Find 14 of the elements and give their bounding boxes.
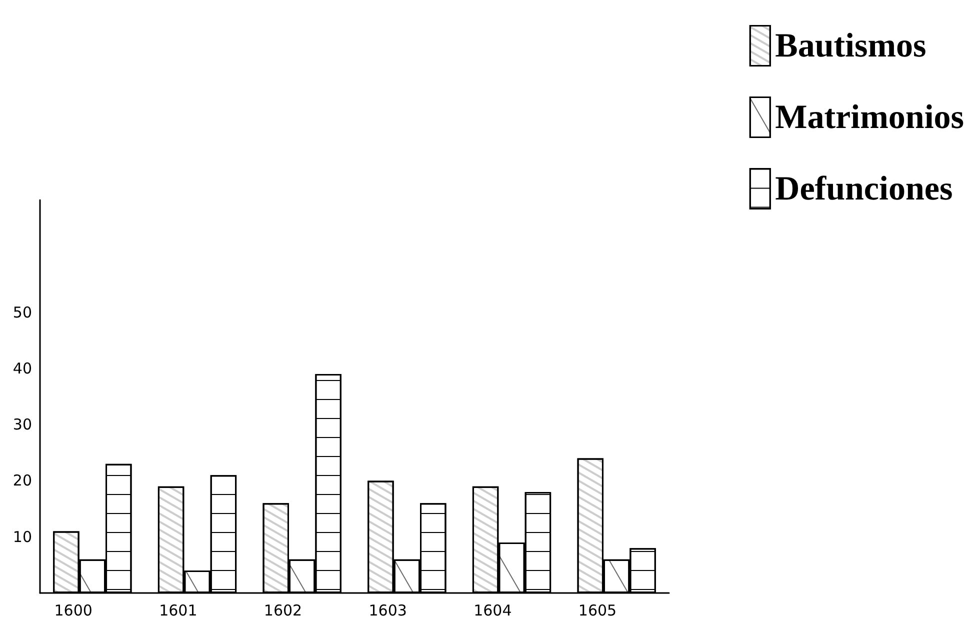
y-tick-label: 10 <box>12 528 32 546</box>
x-tick-label: 1600 <box>54 602 92 620</box>
y-tick-label: 50 <box>12 303 32 322</box>
legend-label: Bautismos <box>775 27 926 64</box>
legend-label: Defunciones <box>775 170 953 208</box>
x-tick-label: 1603 <box>368 602 407 620</box>
x-tick-label: 1605 <box>578 602 617 620</box>
y-tick-label: 30 <box>12 416 32 434</box>
legend-label: Matrimonios <box>775 98 964 136</box>
x-tick-label: 1604 <box>474 602 512 620</box>
x-tick-label: 1602 <box>264 602 302 620</box>
y-tick-label: 40 <box>12 359 32 378</box>
x-tick-label: 1601 <box>159 602 198 620</box>
y-tick-label: 20 <box>12 472 32 490</box>
